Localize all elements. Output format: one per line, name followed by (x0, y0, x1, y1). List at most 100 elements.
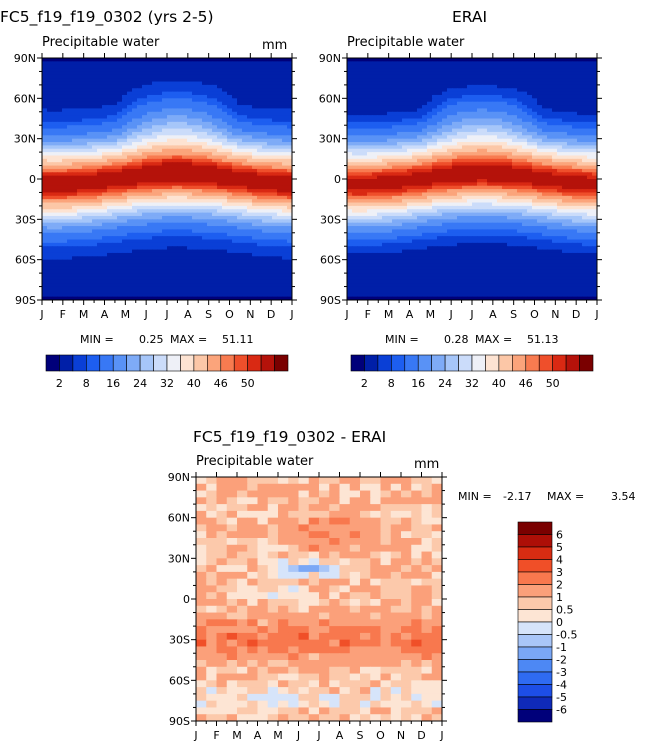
heatmap-cell (262, 175, 268, 180)
heatmap-cell (562, 128, 568, 133)
heatmap-cell (282, 239, 288, 244)
heatmap-cell (87, 94, 93, 99)
heatmap-cell (527, 64, 533, 69)
heatmap-cell (162, 131, 168, 136)
heatmap-cell (257, 296, 263, 300)
heatmap-cell (452, 111, 458, 116)
heatmap-cell (147, 68, 153, 73)
heatmap-cell (192, 283, 198, 288)
heatmap-cell (267, 222, 273, 227)
heatmap-cell (87, 242, 93, 247)
heatmap-cell (382, 138, 388, 143)
heatmap-cell (122, 108, 128, 113)
heatmap-cell (47, 101, 53, 106)
heatmap-cell (82, 185, 88, 190)
heatmap-cell (112, 269, 118, 274)
heatmap-cell (412, 108, 418, 113)
heatmap-cell (457, 135, 463, 140)
heatmap-cell (167, 142, 173, 146)
heatmap-cell (267, 269, 273, 274)
heatmap-cell (67, 81, 73, 86)
heatmap-cell (237, 239, 243, 244)
heatmap-cell (62, 152, 68, 157)
heatmap-cell (167, 68, 173, 73)
heatmap-cell (82, 162, 88, 167)
heatmap-cell (202, 252, 208, 257)
heatmap-cell (452, 84, 458, 89)
heatmap-cell (152, 138, 158, 143)
heatmap-cell (82, 232, 88, 237)
heatmap-cell (177, 105, 183, 110)
heatmap-cell (112, 58, 118, 62)
heatmap-cell (437, 131, 443, 136)
heatmap-cell (152, 81, 158, 86)
heatmap-cell (42, 88, 48, 93)
heatmap-cell (552, 98, 558, 103)
heatmap-cell (172, 289, 178, 294)
heatmap-cell (232, 252, 238, 257)
heatmap-cell (132, 145, 138, 150)
heatmap-cell (272, 215, 278, 220)
heatmap-cell (362, 74, 368, 79)
heatmap-cell (152, 145, 158, 150)
heatmap-cell (137, 273, 143, 278)
heatmap-cell (127, 125, 133, 130)
heatmap-cell (187, 215, 193, 220)
heatmap-cell (127, 168, 133, 173)
heatmap-cell (207, 249, 213, 254)
heatmap-cell (127, 101, 133, 106)
heatmap-cell (42, 125, 48, 130)
heatmap-cell (242, 252, 248, 257)
heatmap-cell (112, 168, 118, 173)
heatmap-cell (532, 128, 538, 133)
heatmap-cell (152, 84, 158, 89)
heatmap-cell (137, 215, 143, 220)
heatmap-cell (247, 111, 253, 116)
heatmap-cell (62, 138, 68, 143)
heatmap-cell (57, 58, 63, 62)
heatmap-cell (507, 98, 513, 103)
heatmap-cell (197, 269, 203, 274)
heatmap-cell (222, 192, 228, 197)
heatmap-cell (582, 68, 588, 73)
heatmap-cell (182, 182, 188, 187)
heatmap-cell (257, 105, 263, 110)
heatmap-cell (382, 94, 388, 99)
heatmap-cell (217, 229, 223, 234)
heatmap-cell (197, 168, 203, 173)
heatmap-cell (237, 118, 243, 123)
heatmap-cell (192, 195, 198, 200)
heatmap-cell (222, 81, 228, 86)
heatmap-cell (442, 71, 448, 76)
heatmap-cell (457, 138, 463, 143)
heatmap-cell (62, 118, 68, 123)
heatmap-cell (427, 135, 433, 140)
heatmap-cell (107, 84, 113, 89)
heatmap-cell (502, 88, 508, 93)
y-tick-label: 30N (14, 133, 36, 146)
heatmap-cell (122, 111, 128, 116)
heatmap-cell (87, 138, 93, 143)
heatmap-cell (62, 242, 68, 247)
heatmap-cell (587, 88, 593, 93)
heatmap-cell (122, 152, 128, 157)
heatmap-cell (272, 125, 278, 130)
heatmap-cell (267, 128, 273, 133)
heatmap-cell (382, 118, 388, 123)
heatmap-cell (157, 229, 163, 234)
heatmap-cell (467, 131, 473, 136)
heatmap-cell (87, 121, 93, 126)
heatmap-cell (152, 162, 158, 167)
heatmap-cell (107, 259, 113, 264)
heatmap-cell (257, 98, 263, 103)
heatmap-cell (477, 68, 483, 73)
heatmap-cell (92, 215, 98, 220)
heatmap-cell (487, 131, 493, 136)
heatmap-cell (192, 249, 198, 254)
heatmap-cell (257, 91, 263, 96)
heatmap-cell (227, 273, 233, 278)
heatmap-cell (97, 179, 103, 183)
heatmap-cell (227, 182, 233, 187)
heatmap-cell (182, 74, 188, 79)
heatmap-cell (137, 296, 143, 300)
